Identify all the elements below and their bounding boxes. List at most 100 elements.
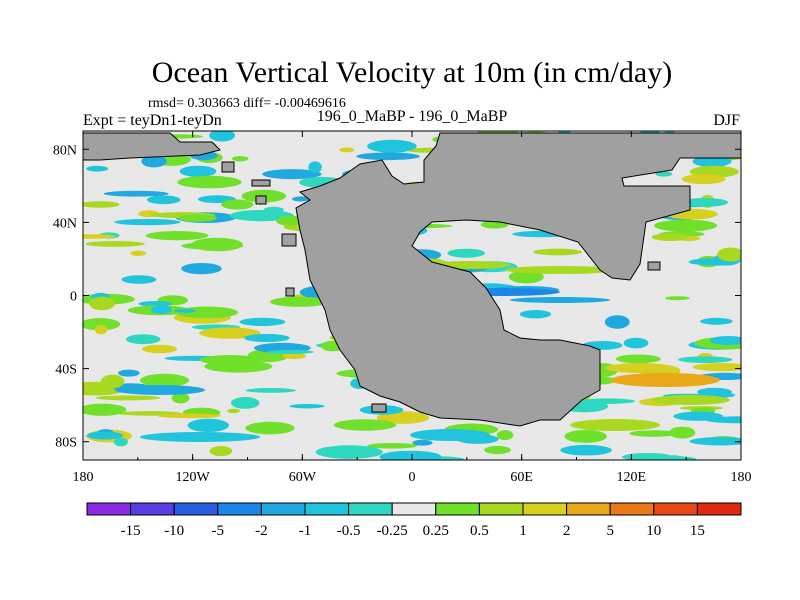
upwelling-patch <box>178 214 217 222</box>
colorbar-label: -0.25 <box>377 523 408 539</box>
upwelling-patch <box>245 421 295 435</box>
velocity-band <box>605 363 675 373</box>
downwelling-patch <box>245 388 296 393</box>
upwelling-patch <box>130 250 147 256</box>
upwelling-patch <box>145 231 209 241</box>
colorbar-label: 15 <box>690 523 705 539</box>
velocity-band <box>140 432 260 442</box>
colorbar-swatch <box>260 502 306 516</box>
stats-label: rmsd= 0.303663 diff= -0.00469616 <box>148 96 346 111</box>
colorbar-swatch <box>217 502 262 516</box>
colorbar-label: 0.5 <box>470 523 489 539</box>
upwelling-patch <box>89 296 116 311</box>
colorbar-swatch <box>609 502 655 516</box>
downwelling-patch <box>114 218 181 226</box>
upwelling-patch <box>376 411 430 424</box>
colorbar-label: 0.25 <box>423 523 449 539</box>
downwelling-patch <box>125 334 161 345</box>
downwelling-patch <box>709 336 741 345</box>
velocity-band <box>410 429 490 441</box>
downwelling-patch <box>86 431 124 440</box>
upwelling-patch <box>199 327 261 339</box>
downwelling-patch <box>266 350 314 354</box>
downwelling-patch <box>641 455 697 460</box>
downwelling-patch <box>700 317 733 325</box>
downwelling-patch <box>230 397 260 409</box>
upwelling-patch <box>140 373 189 387</box>
downwelling-patch <box>367 139 417 153</box>
colorbar-swatch <box>522 502 568 516</box>
colorbar-swatch <box>391 502 437 516</box>
colorbar-swatch <box>173 502 219 516</box>
upwelling-patch <box>157 413 222 419</box>
velocity-band <box>610 373 720 387</box>
colorbar-label: 1 <box>519 523 527 539</box>
colorbar-label: -2 <box>255 523 268 539</box>
land-island-4 <box>371 403 387 413</box>
land-north-west <box>83 132 221 161</box>
upwelling-patch <box>484 445 511 455</box>
upwelling-patch <box>227 408 241 414</box>
colorbar-swatch <box>304 502 350 516</box>
upwelling-patch <box>171 392 190 404</box>
land-island-6 <box>285 287 295 297</box>
land-west-continent <box>295 132 741 427</box>
downwelling-patch <box>138 301 173 307</box>
downwelling-patch <box>179 165 217 177</box>
downwelling-patch <box>181 263 222 275</box>
downwelling-patch <box>289 404 325 409</box>
downwelling-patch <box>680 198 729 207</box>
upwelling-patch <box>339 147 355 153</box>
land-island-1 <box>251 179 271 187</box>
upwelling-patch <box>692 363 741 372</box>
upwelling-patch <box>177 175 242 189</box>
upwelling-patch <box>85 241 145 247</box>
upwelling-patch <box>94 324 108 335</box>
downwelling-patch <box>623 337 649 349</box>
velocity-band <box>200 355 260 365</box>
upwelling-patch <box>83 201 120 208</box>
colorbar-swatch <box>566 502 611 516</box>
upwelling-patch <box>533 248 583 256</box>
downwelling-patch <box>121 275 157 284</box>
velocity-band <box>650 395 730 405</box>
chart-title: Ocean Vertical Velocity at 10m (in cm/da… <box>152 56 672 89</box>
upwelling-patch <box>367 443 418 449</box>
expt-label: Expt = teyDn1-teyDn <box>83 112 222 129</box>
x-tick-label: 120E <box>617 470 647 485</box>
downwelling-patch <box>103 190 169 197</box>
upwelling-patch <box>100 374 125 389</box>
velocity-band <box>505 266 615 274</box>
colorbar-label: 2 <box>563 523 571 539</box>
downwelling-patch <box>239 317 286 326</box>
land-island-3 <box>281 233 297 247</box>
upwelling-patch <box>83 234 117 239</box>
colorbar-label: -10 <box>164 523 184 539</box>
land-island-5 <box>647 261 661 271</box>
colorbar-label: 10 <box>646 523 661 539</box>
colorbar-label: -1 <box>299 523 312 539</box>
colorbar-swatch <box>86 502 132 516</box>
downwelling-patch <box>146 195 181 205</box>
downwelling-patch <box>292 196 310 202</box>
upwelling-patch <box>651 233 690 242</box>
downwelling-patch <box>678 356 733 363</box>
y-tick-label: 40N <box>53 216 77 231</box>
x-tick-label: 120W <box>176 470 211 485</box>
map-panel <box>82 130 742 461</box>
colorbar-swatch <box>348 502 393 516</box>
downwelling-patch <box>673 411 724 421</box>
velocity-band <box>570 419 660 431</box>
upwelling-patch <box>717 247 741 262</box>
downwelling-patch <box>356 152 420 161</box>
upwelling-patch <box>654 219 718 232</box>
downwelling-patch <box>379 450 442 460</box>
upwelling-patch <box>333 419 397 431</box>
upwelling-patch <box>191 237 243 252</box>
downwelling-patch <box>118 369 140 377</box>
upwelling-patch <box>665 296 690 301</box>
upwelling-patch <box>629 430 679 437</box>
downwelling-patch <box>114 437 128 447</box>
upwelling-patch <box>83 318 121 331</box>
